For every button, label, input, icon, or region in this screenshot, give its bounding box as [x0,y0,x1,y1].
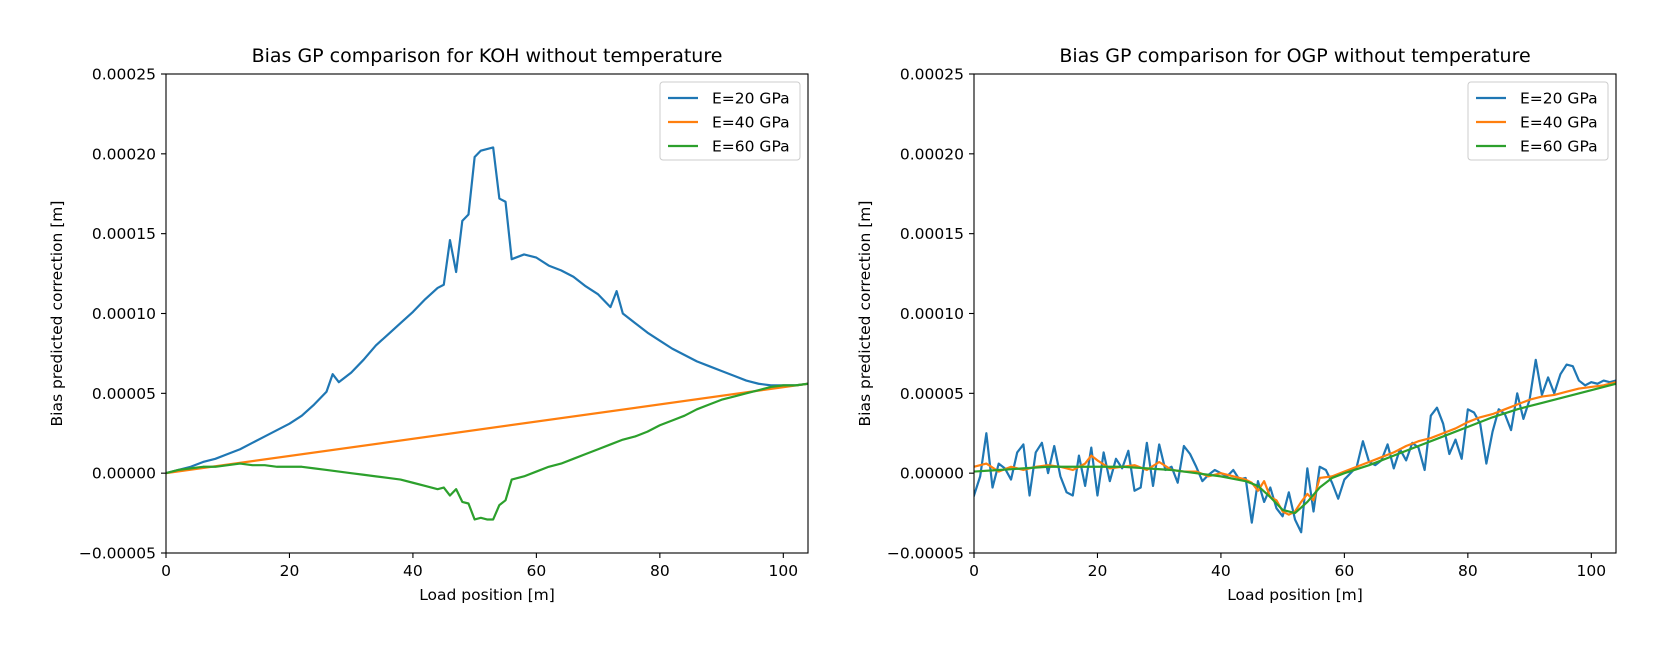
y-tick-label: 0.00000 [900,465,964,483]
x-tick-label: 80 [650,562,670,580]
y-tick-label: 0.00005 [92,385,156,403]
x-tick-label: 80 [1458,562,1478,580]
legend-entry-label: E=20 GPa [712,90,790,108]
legend-entry-label: E=40 GPa [712,114,790,132]
x-tick-label: 100 [769,562,799,580]
x-axis-label: Load position [m] [419,586,555,604]
x-tick-label: 60 [527,562,547,580]
x-tick-label: 20 [1088,562,1108,580]
y-tick-label: 0.00015 [92,225,156,243]
x-tick-label: 0 [969,562,979,580]
y-tick-label: 0.00005 [900,385,964,403]
y-tick-label: 0.00015 [900,225,964,243]
y-tick-label: 0.00020 [900,145,964,163]
series-line-e-40-gpa [974,381,1616,516]
y-tick-label: 0.00010 [900,305,964,323]
legend-entry-label: E=60 GPa [712,138,790,156]
y-tick-label: 0.00025 [92,66,156,84]
legend: E=20 GPa E=40 GPa E=60 GPa [659,81,801,161]
series-line-e-20-gpa [166,146,808,475]
y-axis-label: Bias predicted correction [m] [48,201,66,427]
chart-title: Bias GP comparison for KOH without tempe… [252,45,723,67]
x-axis-label: Load position [m] [1227,586,1363,604]
y-axis-label: Bias predicted correction [m] [856,201,874,427]
legend-box [659,81,801,161]
y-tick-label: 0.00025 [900,66,964,84]
y-tick-label: 0.00020 [92,145,156,163]
legend: E=20 GPa E=40 GPa E=60 GPa [1467,81,1609,161]
series-line-e-60-gpa [166,382,808,521]
y-tick-label: −0.00005 [887,545,964,563]
legend-entry-label: E=40 GPa [1520,114,1598,132]
x-tick-label: 100 [1577,562,1607,580]
x-tick-label: 20 [280,562,300,580]
y-tick-label: 0.00010 [92,305,156,323]
legend-entry-label: E=20 GPa [1520,90,1598,108]
x-tick-label: 60 [1335,562,1355,580]
series-line-e-40-gpa [166,382,808,475]
chart-panel-1: Bias GP comparison for KOH without tempe… [48,45,809,604]
x-tick-label: 40 [403,562,423,580]
x-tick-label: 0 [161,562,171,580]
chart-panel-2: Bias GP comparison for OGP without tempe… [856,45,1617,604]
series-line-e-20-gpa [974,358,1616,534]
x-tick-label: 40 [1211,562,1231,580]
y-tick-label: −0.00005 [79,545,156,563]
legend-entry-label: E=60 GPa [1520,138,1598,156]
series-line-e-60-gpa [974,382,1616,515]
y-tick-label: 0.00000 [92,465,156,483]
chart-title: Bias GP comparison for OGP without tempe… [1059,45,1530,67]
legend-box [1467,81,1609,161]
